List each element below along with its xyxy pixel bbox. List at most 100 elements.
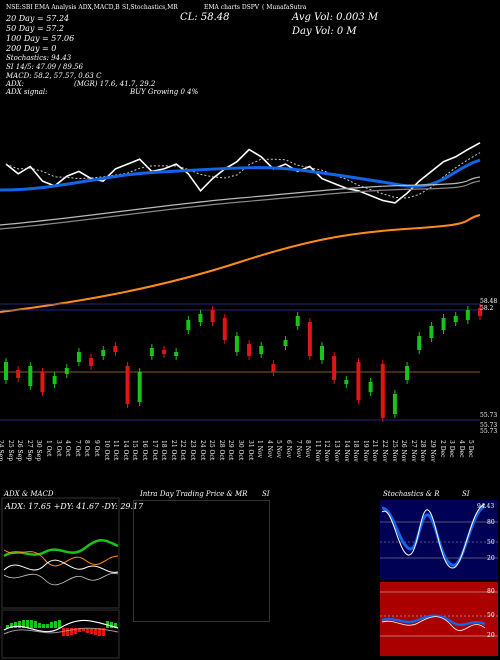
chart-header-line-b: SI,Stochastics,MR (122, 4, 178, 11)
adx-green-line (3, 539, 119, 558)
chart-header-line-d: ( MunafaSutra (262, 4, 307, 11)
candle-body (52, 376, 57, 384)
adx-panel-text: ADX: 17.65 +DY: 41.67 -DY: 29.17 (5, 502, 144, 511)
date-tick-label: 18 Nov (352, 440, 360, 462)
macd-histogram-bar (62, 628, 65, 636)
macd-histogram-bar (34, 621, 37, 628)
date-tick-label: 30 Oct (237, 440, 244, 461)
macd-histogram-bar (26, 620, 29, 628)
candle-body (28, 366, 33, 386)
macd-histogram-bar (114, 623, 117, 628)
adx-white-line (3, 559, 119, 573)
chart-header-line-c: EMA charts DSPV (204, 4, 260, 11)
macd-histogram-bar (90, 628, 93, 634)
price-level-top2: 58.2 (480, 305, 494, 312)
ema20-label: 20 Day = 57.24 (6, 14, 70, 23)
macd-histogram-bar (50, 622, 53, 628)
candle-body (222, 318, 227, 340)
close-label: CL: 58.48 (180, 12, 230, 23)
ema100-line (0, 180, 481, 230)
candle-body (465, 310, 470, 320)
chart-header-line: NSE:SBI EMA Analysis ADX,MACD,B (6, 4, 120, 11)
date-tick-label: 30 Sep (35, 440, 43, 462)
candle-body (234, 336, 239, 352)
ema200-label: 200 Day = 0 (6, 44, 57, 53)
date-tick-label: 29 Nov (429, 440, 436, 462)
candle-body (162, 350, 166, 354)
si-tick-50: 50 (487, 612, 495, 619)
macd-histogram-bar (14, 622, 17, 628)
candle-body (380, 364, 385, 418)
candle-body (174, 352, 179, 356)
date-tick-label: 26 Nov (400, 440, 408, 462)
date-tick-label: 4 Dec (457, 440, 465, 458)
ema100-label: 100 Day = 57.06 (6, 34, 75, 43)
date-tick-label: 21 Nov (371, 440, 379, 462)
stoch-panel-title: Stochastics & R (383, 490, 440, 498)
avg-vol-label: Avg Vol: 0.003 M (292, 12, 379, 23)
date-tick-label: 27 Nov (409, 440, 417, 462)
candle-body (247, 344, 252, 356)
date-tick-label: 4 Oct (64, 440, 72, 457)
macd-histogram-bar (22, 620, 25, 628)
date-tick-label: 10 Oct (102, 440, 110, 461)
candle-body (417, 336, 422, 350)
candle-body (40, 372, 45, 392)
date-tick-label: 5 Dec (467, 440, 475, 458)
candle-body (137, 372, 142, 402)
intraday-panel-si: SI (262, 490, 270, 498)
candle-body (210, 310, 215, 322)
close-price-line (5, 142, 481, 204)
macd-histogram-bar (94, 628, 97, 635)
date-tick-label: 5 Nov (275, 440, 283, 458)
ema50-label: 50 Day = 57.2 (6, 24, 65, 33)
macd-histogram-bar (38, 623, 41, 628)
date-tick-label: 21 Oct (169, 440, 177, 461)
macd-histogram-bar (54, 621, 57, 628)
date-tick-label: 1 Nov (256, 440, 264, 458)
candle-body (16, 370, 21, 378)
adx-label: ADX: (6, 80, 25, 88)
ema50-line (0, 176, 481, 226)
candle-body (295, 316, 300, 326)
macd-label: MACD: 58.2, 57.57, 0.63 C (6, 72, 102, 80)
macd-histogram-bar (102, 628, 105, 636)
adx-panel-title: ADX & MACD (4, 490, 54, 498)
candle-body (283, 340, 288, 346)
macd-histogram-bar (18, 621, 21, 628)
candle-body (405, 366, 410, 380)
date-tick-label: 6 Nov (285, 440, 292, 458)
date-tick-label: 25 Oct (208, 440, 216, 461)
candle-body (307, 322, 312, 356)
stoch-tick-80: 80 (487, 519, 495, 526)
date-tick-label: 14 Oct (121, 440, 129, 461)
intraday-panel-title: Intra Day Trading Price & MR (140, 490, 248, 498)
date-tick-label: 9 Oct (93, 440, 100, 457)
macd-line (3, 619, 119, 633)
price-level-low1: 55.73 (480, 412, 498, 419)
candle-body (429, 326, 434, 338)
candle-body (198, 314, 203, 322)
stoch-tick-50: 50 (487, 539, 495, 546)
candle-body (453, 316, 458, 322)
date-tick-label: 2 Dec (438, 440, 446, 458)
ema-slow-line (0, 214, 481, 313)
stochastics-label: Stochastics: 94.43 (6, 54, 72, 62)
date-tick-label: 7 Oct (73, 440, 81, 457)
date-tick-label: 14 Nov (342, 440, 350, 462)
stoch-d-line (381, 503, 486, 569)
candle-body (441, 318, 446, 330)
macd-signal-line (3, 627, 119, 635)
date-tick-label: 25 Nov (390, 440, 398, 462)
candle-body (344, 380, 349, 384)
buy-signal: BUY Growing 0 4% (130, 88, 199, 96)
adx-panel-frame (1, 497, 120, 609)
date-tick-label: 29 Oct (227, 440, 235, 461)
date-tick-label: 8 Nov (304, 440, 312, 458)
date-tick-label: 8 Oct (83, 440, 91, 457)
candle-body (101, 350, 106, 356)
macd-histogram-bar (78, 628, 81, 632)
date-tick-label: 25 Sep (6, 440, 14, 462)
date-tick-label: 19 Nov (361, 440, 369, 462)
date-tick-label: 27 Sep (25, 440, 33, 462)
